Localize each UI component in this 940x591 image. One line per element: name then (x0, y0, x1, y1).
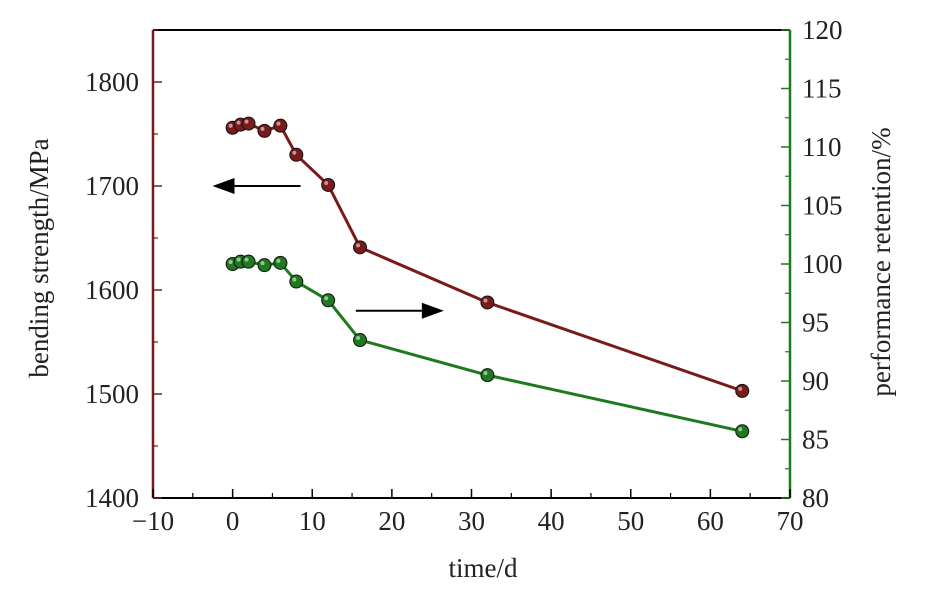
y-right-tick-label: 95 (802, 308, 829, 338)
retention-point-highlight (260, 261, 265, 266)
x-tick-label: 60 (697, 506, 724, 536)
y-left-tick-label: 1800 (85, 67, 139, 97)
y-left-tick-label: 1600 (85, 275, 139, 305)
strength-point (321, 177, 336, 192)
x-tick-label: 30 (458, 506, 485, 536)
retention-point-highlight (228, 260, 233, 264)
strength-point (353, 240, 368, 255)
retention-point-highlight (324, 296, 329, 301)
y-left-tick-label: 1400 (85, 483, 139, 513)
x-tick-label: −10 (132, 506, 174, 536)
strength-point-highlight (324, 180, 329, 185)
retention-point-highlight (236, 257, 241, 262)
x-axis-title: time/d (449, 553, 518, 583)
y-right-tick-label: 110 (802, 132, 842, 162)
y-right-tick-label: 100 (802, 249, 843, 279)
strength-point-highlight (738, 386, 743, 391)
retention-point (735, 424, 750, 439)
strength-point-highlight (236, 120, 241, 125)
y-right-tick-label: 90 (802, 366, 829, 396)
strength-point-highlight (244, 119, 249, 124)
strength-point-highlight (260, 126, 265, 131)
strength-point-highlight (276, 121, 281, 126)
series-layer (225, 116, 750, 439)
retention-point-highlight (483, 371, 488, 376)
plot-frame (151, 29, 792, 499)
y-axis-title: bending strength/MPa (24, 138, 54, 377)
strength-series-line (232, 122, 743, 393)
x-tick-label: 0 (226, 506, 240, 536)
strength-point (273, 118, 288, 133)
annotation-layer (212, 178, 444, 319)
arrow-right-head (421, 302, 444, 319)
arrow-left-head (212, 178, 235, 194)
retention-point-highlight (244, 257, 249, 262)
retention-point (273, 255, 288, 270)
strength-point-highlight (483, 298, 488, 303)
retention-point (321, 293, 336, 308)
x-tick-label: 20 (378, 506, 405, 536)
retention-point-highlight (738, 427, 743, 432)
strength-point (480, 295, 495, 310)
x-axis: −10 0 10 20 30 40 50 60 70 (132, 489, 804, 536)
x-tick-label: 10 (299, 506, 326, 536)
x-tick-label: 40 (538, 506, 565, 536)
strength-point (289, 147, 304, 162)
y-right-tick-label: 105 (802, 191, 843, 221)
retention-point (241, 254, 256, 269)
y-left-tick-label: 1500 (85, 379, 139, 409)
retention-point-highlight (276, 258, 281, 263)
strength-point-highlight (228, 123, 233, 128)
y-axis-left: 1400 1500 1600 1700 1800 (85, 29, 162, 513)
x-tick-label: 50 (617, 506, 644, 536)
y-left-tick-label: 1700 (85, 171, 139, 201)
y-right-tick-label: 120 (802, 15, 843, 45)
strength-point (257, 123, 272, 138)
retention-series-line (232, 260, 743, 433)
strength-point (735, 383, 750, 398)
retention-point-highlight (356, 336, 361, 341)
retention-point-highlight (292, 277, 297, 282)
y2-axis-title: performance retention/% (866, 127, 896, 396)
y-right-tick-label: 80 (802, 483, 829, 513)
retention-point (480, 368, 495, 383)
retention-point (353, 333, 368, 348)
y-axis-right: 80 85 90 95 100 105 110 115 120 (781, 15, 843, 513)
retention-point (257, 258, 272, 273)
strength-point-highlight (356, 243, 361, 248)
strength-point-highlight (292, 150, 297, 155)
y-right-tick-label: 115 (802, 74, 842, 104)
strength-point (241, 116, 256, 131)
y-right-tick-label: 85 (802, 425, 829, 455)
x-tick-label: 70 (777, 506, 804, 536)
retention-point (289, 274, 304, 289)
